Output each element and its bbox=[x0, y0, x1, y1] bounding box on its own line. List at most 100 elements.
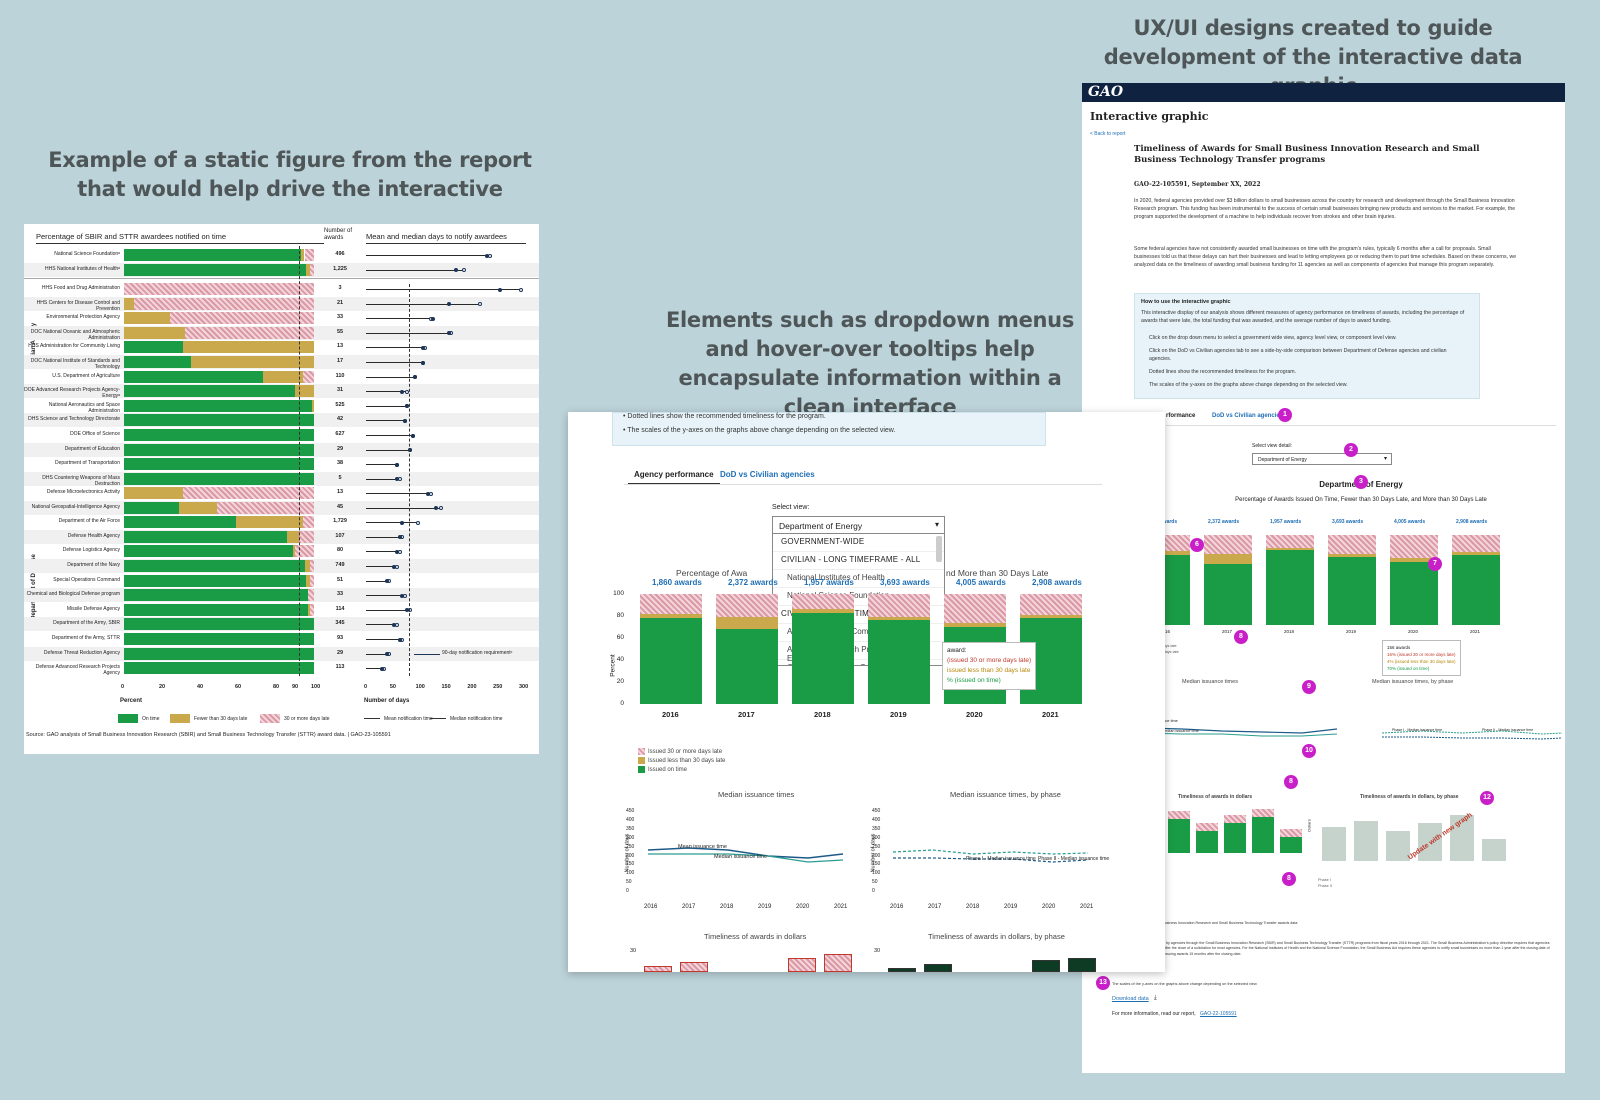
ux-dollar-bar-late bbox=[1168, 811, 1190, 819]
lollipop-line bbox=[366, 404, 410, 409]
ux-award-label: 2,908 awards bbox=[1456, 519, 1488, 525]
line-y-tick: 50 bbox=[626, 879, 632, 886]
ux-select-label: Select view detail: bbox=[1252, 443, 1293, 449]
y-tick: 40 bbox=[616, 656, 624, 663]
static-row: DHS Countering Weapons of Mass Destructi… bbox=[24, 471, 539, 487]
ux-dollars-label: Dollars bbox=[1306, 819, 1312, 832]
award-count: 38 bbox=[336, 460, 344, 467]
award-count-label: 2,372 awards bbox=[728, 578, 778, 587]
row-label: Special Operations Command bbox=[53, 576, 120, 583]
ux-select-value: Department of Energy bbox=[1258, 457, 1307, 463]
line-y-tick: 300 bbox=[626, 834, 635, 841]
median-dot bbox=[400, 520, 405, 525]
bar-segment-over30 bbox=[310, 574, 314, 587]
x-tick-days: 250 bbox=[493, 684, 503, 690]
mid-bullet: • The scales of the y-axes on the graphs… bbox=[623, 427, 896, 434]
stacked-bar bbox=[124, 574, 322, 587]
static-title-count: Number of awards bbox=[324, 228, 353, 241]
requirement-label: 90-day notification requirementᶜ bbox=[442, 650, 513, 656]
static-row: DHS Science and Technology Directorate 42 bbox=[24, 413, 539, 428]
lollipop-line bbox=[366, 448, 412, 453]
tab-dod-vs-civilian[interactable]: DoD vs Civilian agencies bbox=[720, 470, 815, 479]
static-row: National Geospatial-Intelligence Agency 4… bbox=[24, 500, 539, 515]
ux-award-label: 4,005 awards bbox=[1394, 519, 1426, 525]
bar-segment-on_time bbox=[124, 633, 314, 645]
phase2-label: Phase II - Median issuance time bbox=[1038, 856, 1110, 862]
y-tick: 100 bbox=[613, 590, 624, 597]
mean-label: Mean issuance time bbox=[678, 844, 727, 850]
line-x-tick: 2018 bbox=[966, 904, 980, 910]
bar-segment-on_time bbox=[124, 560, 305, 572]
x-tick-percent: 0 bbox=[121, 684, 125, 690]
ux-select-dropdown[interactable]: Department of Energy ▾ bbox=[1252, 453, 1392, 465]
dropdown-option[interactable]: CIVILIAN - LONG TIMEFRAME - ALL bbox=[773, 552, 944, 570]
line-x-tick: 2019 bbox=[1004, 904, 1018, 910]
elements-heading: Elements such as dropdown menus and hove… bbox=[665, 308, 1075, 419]
tooltip-line-ontime: % (issued on time) bbox=[947, 677, 1001, 684]
bar-segment-on_time bbox=[124, 574, 307, 587]
stacked-bar bbox=[124, 603, 322, 616]
bar-segment-on_time bbox=[124, 399, 313, 412]
stacked-bar bbox=[124, 312, 322, 325]
ux-year-label: 2016 bbox=[1160, 629, 1171, 634]
bar-segment-0 bbox=[868, 620, 930, 704]
download-data-link[interactable]: Download data bbox=[1112, 996, 1149, 1002]
row-label: Defense Advanced Research Projects Agenc… bbox=[35, 664, 120, 677]
legend-swatch-fewer bbox=[170, 714, 190, 723]
ux-report-link[interactable]: GAO-22-105591 bbox=[1200, 1011, 1237, 1017]
dollar-bar bbox=[788, 958, 816, 972]
dropdown-option[interactable]: National Institutes of Health bbox=[773, 570, 944, 588]
ux-para2: Some federal agencies have not consisten… bbox=[1134, 246, 1517, 268]
bar-segment-on_time bbox=[124, 341, 183, 354]
line-y-tick: 200 bbox=[872, 852, 881, 859]
lollipop-line bbox=[366, 608, 412, 613]
line-y-tick: 350 bbox=[626, 825, 635, 832]
back-to-report-link[interactable]: < Back to report bbox=[1090, 131, 1126, 137]
stacked-bar bbox=[124, 263, 322, 276]
ux-tab-dod[interactable]: DoD vs Civilian agencies bbox=[1212, 413, 1284, 419]
ux-phase-legend: Phase I Phase II bbox=[1318, 877, 1332, 889]
dropdown-scrollbar[interactable] bbox=[936, 536, 942, 562]
x-tick-days: 100 bbox=[415, 684, 425, 690]
ux-bar-segment bbox=[1266, 535, 1314, 548]
stacked-bar bbox=[124, 297, 322, 310]
line-y-tick: 0 bbox=[626, 888, 629, 895]
ux-tab-performance[interactable]: rformance bbox=[1166, 413, 1196, 419]
y-tick: 20 bbox=[616, 678, 624, 685]
ux-dollar-bar bbox=[1224, 823, 1246, 853]
lollipop-line bbox=[366, 360, 425, 365]
row-label: DHS Countering Weapons of Mass Destructi… bbox=[42, 474, 120, 487]
legend-swatch bbox=[638, 757, 645, 764]
static-row: Defense Logistics Agency 80 bbox=[24, 544, 539, 558]
annotation-badge: 7 bbox=[1428, 557, 1442, 571]
select-view-dropdown[interactable]: Department of Energy ▾ bbox=[772, 516, 945, 534]
median-label: Median issuance time bbox=[714, 854, 768, 860]
lollipop-line bbox=[366, 345, 428, 350]
ux-phase1-label: Phase I - Median issuance time bbox=[1392, 728, 1443, 732]
mid-bullet-text: The scales of the y-axes on the graphs a… bbox=[627, 427, 896, 434]
stacked-bar bbox=[124, 356, 322, 368]
dollars-phase-title: Timeliness of awards in dollars, by phas… bbox=[928, 932, 1065, 941]
bar-segment-on_time bbox=[124, 356, 191, 368]
ux-dollars-phase-title: Timeliness of awards in dollars, by phas… bbox=[1360, 794, 1459, 800]
ux-phase-legend-item: Phase I bbox=[1318, 878, 1331, 882]
line-x-tick: 2017 bbox=[682, 904, 696, 910]
bar-segment-fewer30 bbox=[182, 341, 314, 354]
static-source: Source: GAO analysis of Small Business I… bbox=[26, 732, 391, 738]
stacked-bar bbox=[124, 560, 322, 572]
bar-segment-fewer30 bbox=[306, 263, 311, 276]
award-count: 29 bbox=[336, 649, 344, 656]
static-figure-panel: Percentage of SBIR and STTR awardees not… bbox=[24, 224, 539, 754]
tab-agency-performance[interactable]: Agency performance bbox=[628, 466, 720, 485]
dropdown-option[interactable]: GOVERNMENT-WIDE bbox=[773, 534, 944, 552]
ninety-percent-line bbox=[299, 246, 300, 676]
median-dot bbox=[420, 360, 425, 365]
lollipop-line bbox=[366, 268, 467, 273]
phase2-line bbox=[893, 857, 1089, 863]
row-label: U.S. Department of Agriculture bbox=[52, 372, 120, 379]
tooltip-head: award: bbox=[947, 647, 967, 654]
award-count: 110 bbox=[335, 372, 345, 379]
bar-segment-1 bbox=[944, 622, 1006, 627]
download-icon[interactable]: ⤓ bbox=[1154, 995, 1157, 1001]
ux-phase-dollar-bar bbox=[1322, 827, 1346, 861]
